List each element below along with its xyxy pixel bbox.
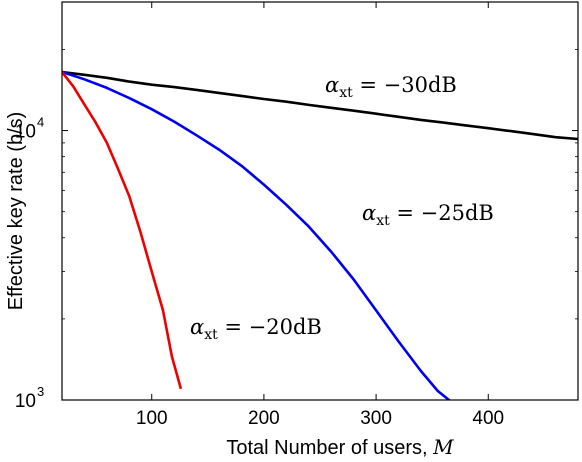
series-label-minus20: αxt = −20dB <box>190 315 322 343</box>
y-axis-title: Effective key rate (b/s) <box>5 112 27 311</box>
series-label-minus30: αxt = −30dB <box>325 73 457 101</box>
series-line-2 <box>62 71 183 390</box>
y-tick-exponent: 4 <box>37 115 44 130</box>
series-label-minus25: αxt = −25dB <box>362 201 494 229</box>
x-tick-label: 100 <box>136 408 168 429</box>
x-tick-label: 400 <box>472 408 504 429</box>
y-tick-exponent: 3 <box>37 384 44 399</box>
series-line-0 <box>62 70 578 141</box>
plot-frame <box>61 1 579 401</box>
y-tick-label: 10 <box>15 391 36 412</box>
y-tick-label: 10 <box>15 122 36 143</box>
x-tick-label: 300 <box>360 408 392 429</box>
x-tick-label: 200 <box>248 408 280 429</box>
series-line-1 <box>62 70 451 400</box>
series-layer <box>62 70 578 400</box>
x-axis-title: Total Number of users, M <box>226 435 454 459</box>
